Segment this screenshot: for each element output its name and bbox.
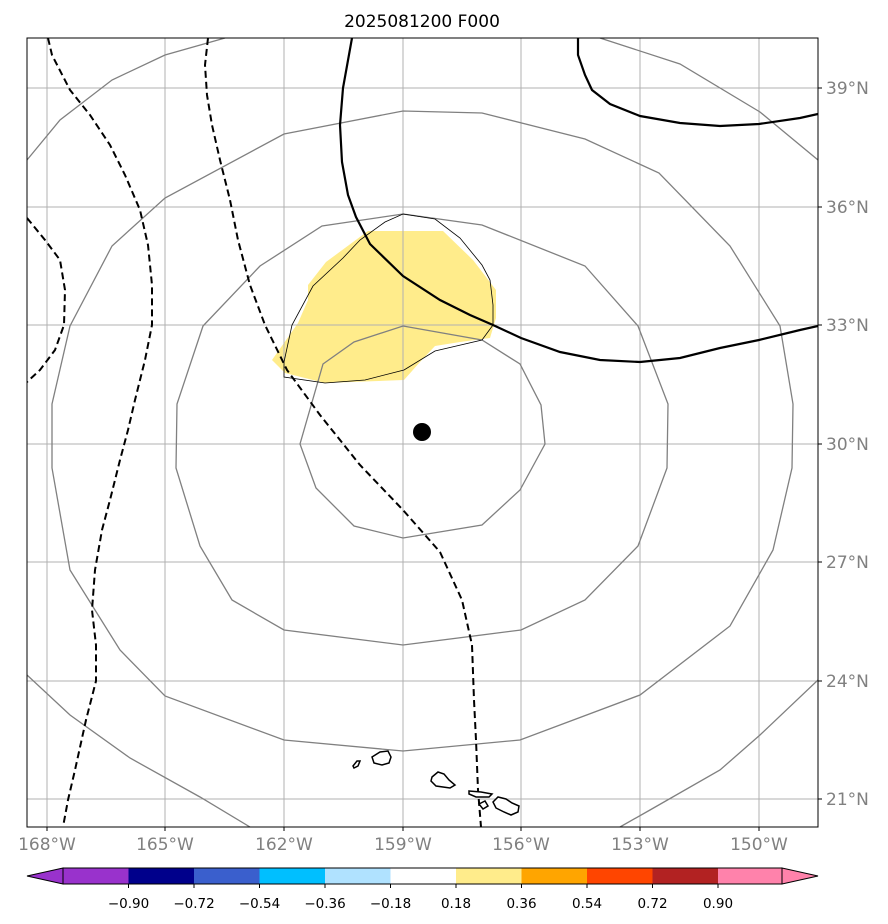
colorbar-segment-1	[63, 868, 129, 884]
dashed-contours	[27, 38, 482, 827]
colorbar-segment-5	[325, 868, 391, 884]
lon-label-153w: 153°W	[611, 835, 669, 855]
colorbar-tick-label-10: 0.90	[703, 896, 733, 912]
gray-contours	[27, 38, 818, 827]
colorbar-tick-label-4: −0.36	[304, 896, 345, 912]
gray-contour-ring-2	[175, 213, 669, 646]
coastline-islands	[352, 750, 520, 816]
colorbar-tick-label-5: −0.18	[370, 896, 411, 912]
colorbar-segment-6	[390, 868, 456, 884]
colorbar-tick-label-1: −0.90	[108, 896, 149, 912]
latitude-labels: 39°N 36°N 33°N 30°N 27°N 24°N 21°N	[818, 79, 869, 810]
colorbar-tick-label-9: 0.72	[637, 896, 667, 912]
lat-label-27n: 27°N	[826, 553, 869, 573]
gray-contour-ring-4d	[619, 679, 818, 827]
colorbar-tick-label-3: −0.54	[239, 896, 280, 912]
colorbar-frame	[62, 867, 783, 885]
lat-label-24n: 24°N	[826, 672, 869, 692]
dashed-contour-1	[47, 38, 153, 827]
colorbar-extend-high	[781, 867, 819, 885]
lat-label-21n: 21°N	[826, 790, 869, 810]
solid-contours	[338, 38, 818, 364]
anomaly-shading	[272, 231, 496, 383]
colorbar-segment-2	[128, 868, 194, 884]
island-maui	[492, 796, 520, 816]
storm-center-marker	[413, 423, 431, 441]
colorbar-tick-label-2: −0.72	[173, 896, 214, 912]
gray-contour-ring-1	[299, 325, 546, 539]
colorbar-segment-9	[587, 868, 653, 884]
gray-contour-ring-3	[51, 110, 794, 752]
lon-label-165w: 165°W	[136, 835, 194, 855]
map-frame	[26, 37, 819, 828]
island-molokai	[468, 790, 494, 798]
lon-label-168w: 168°W	[18, 835, 76, 855]
dashed-contour-3	[27, 217, 67, 383]
colorbar-tick-label-8: 0.54	[572, 896, 602, 912]
island-kauai	[371, 750, 392, 766]
lat-label-36n: 36°N	[826, 198, 869, 218]
colorbar-segment-8	[521, 868, 587, 884]
anomaly-outline	[283, 213, 494, 384]
colorbar-extend-low	[26, 867, 64, 885]
longitude-labels: 168°W 165°W 162°W 159°W 156°W 153°W 150°…	[18, 827, 788, 855]
dashed-contour-2	[203, 38, 482, 827]
lon-label-162w: 162°W	[255, 835, 313, 855]
colorbar-tick-label-7: 0.36	[506, 896, 536, 912]
solid-contour-northeast	[576, 38, 818, 128]
gray-contour-ring-4	[27, 38, 226, 161]
lon-label-150w: 150°W	[730, 835, 788, 855]
island-lanai	[477, 800, 490, 810]
lat-label-33n: 33°N	[826, 316, 869, 336]
island-niihau	[352, 760, 362, 770]
lat-label-30n: 30°N	[826, 435, 869, 455]
map-area	[27, 38, 818, 827]
colorbar: −0.90 −0.72 −0.54 −0.36 −0.18 0.18 0.36 …	[26, 867, 819, 912]
colorbar-segment-11	[718, 868, 782, 884]
colorbar-segment-4	[259, 868, 325, 884]
colorbar-segment-3	[194, 868, 260, 884]
gray-contour-ring-4b	[599, 38, 818, 161]
graticule	[27, 38, 818, 827]
map-title: 2025081200 F000	[344, 12, 500, 32]
gray-contour-ring-4c	[27, 674, 251, 827]
island-oahu	[430, 771, 457, 789]
colorbar-ticks	[128, 884, 719, 888]
colorbar-tick-label-6: 0.18	[441, 896, 471, 912]
lat-label-39n: 39°N	[826, 79, 869, 99]
colorbar-segment-10	[652, 868, 718, 884]
solid-contour-east	[338, 38, 818, 364]
lon-label-159w: 159°W	[374, 835, 432, 855]
colorbar-segment-7	[456, 868, 522, 884]
lon-label-156w: 156°W	[492, 835, 550, 855]
